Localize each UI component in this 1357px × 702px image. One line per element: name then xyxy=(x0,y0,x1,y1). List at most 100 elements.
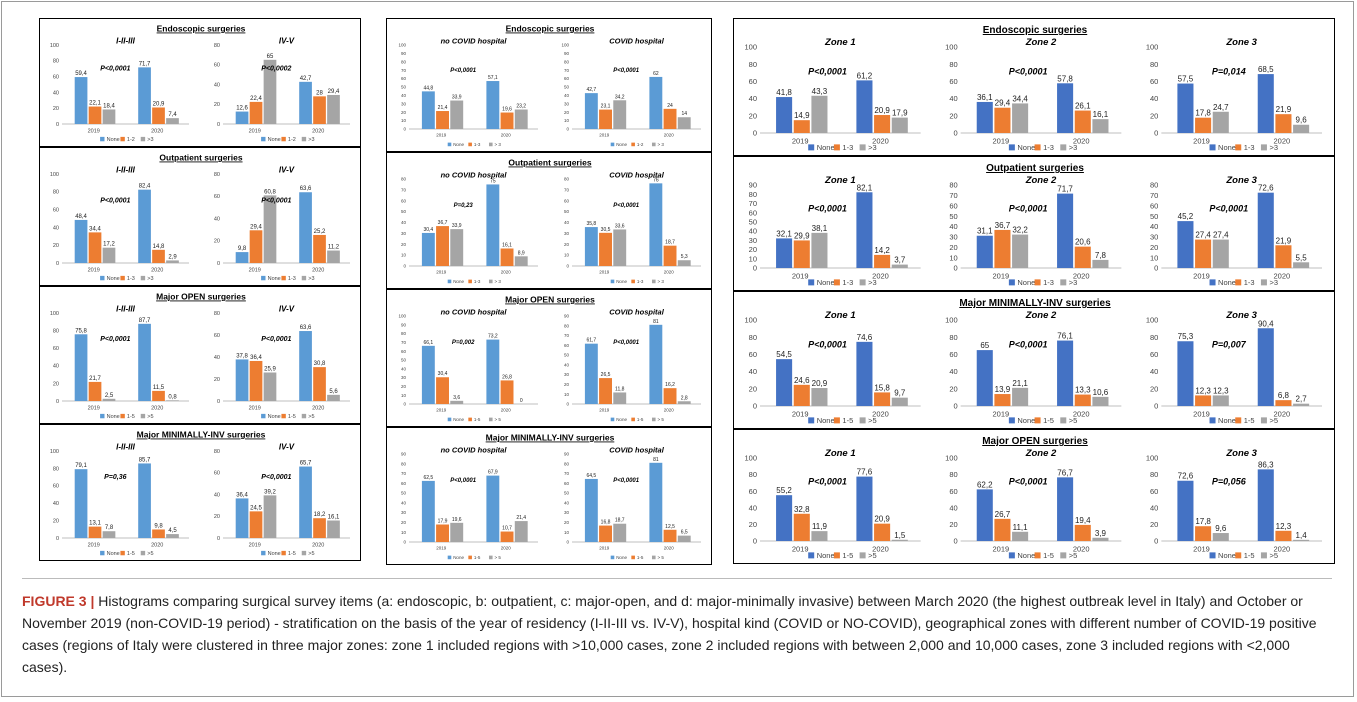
y-tick-label: 60 xyxy=(564,76,570,81)
y-tick-label: 30 xyxy=(401,375,407,380)
y-tick-label: 60 xyxy=(949,77,957,86)
y-tick-label: 100 xyxy=(50,449,59,455)
y-tick-label: 20 xyxy=(53,381,59,387)
y-tick-label: 40 xyxy=(749,94,757,103)
legend-swatch xyxy=(301,136,307,142)
y-tick-label: 60 xyxy=(401,349,407,354)
y-tick-label: 100 xyxy=(1146,316,1159,325)
legend-label: > 3 xyxy=(494,142,501,147)
data-label: 42,7 xyxy=(300,76,312,82)
legend-label: None xyxy=(268,551,281,557)
chart-subtitle: IV-V xyxy=(279,305,295,314)
bar xyxy=(421,345,435,404)
bar xyxy=(74,334,88,401)
data-label: 0,8 xyxy=(168,394,177,400)
legend-label: > 3 xyxy=(657,142,664,147)
y-tick-label: 40 xyxy=(53,90,59,96)
x-tick-label: 2019 xyxy=(599,133,610,138)
x-tick-label: 2020 xyxy=(664,270,675,275)
data-label: 21,4 xyxy=(438,105,448,111)
data-label: 13,3 xyxy=(1075,386,1091,395)
y-tick-label: 60 xyxy=(1150,487,1158,496)
y-tick-label: 50 xyxy=(401,491,407,496)
data-label: 71,7 xyxy=(1057,185,1073,194)
legend-label: > 5 xyxy=(657,555,664,560)
legend-swatch xyxy=(488,279,493,284)
bar xyxy=(874,392,891,406)
chart-title: Major MINIMALLY-INV surgeries xyxy=(137,430,266,440)
y-tick-label: 10 xyxy=(949,253,957,262)
data-label: 76,1 xyxy=(1057,332,1073,341)
data-label: 29,4 xyxy=(995,99,1011,108)
legend-swatch xyxy=(1034,279,1041,286)
bar xyxy=(976,350,993,406)
y-tick-label: 20 xyxy=(401,242,407,247)
data-label: 23,1 xyxy=(601,104,611,110)
bar xyxy=(613,392,627,404)
legend-swatch xyxy=(281,275,286,281)
data-label: 45,2 xyxy=(1178,212,1194,221)
data-label: 14,8 xyxy=(153,244,165,250)
chart-panel: Endoscopic surgeries no COVID hospital 0 10… xyxy=(386,18,712,152)
data-label: 76 xyxy=(653,177,659,183)
x-tick-label: 2019 xyxy=(436,133,447,138)
bar xyxy=(263,59,277,124)
data-label: 20,9 xyxy=(153,101,165,107)
x-tick-label: 2019 xyxy=(249,268,261,274)
chart-title: Major OPEN surgeries xyxy=(505,295,595,305)
x-tick-label: 2019 xyxy=(88,406,100,412)
legend-swatch xyxy=(100,413,105,419)
data-label: 2,8 xyxy=(681,395,688,401)
legend-label: 1-2 xyxy=(637,142,644,147)
data-label: 16,2 xyxy=(665,382,675,388)
data-label: 24 xyxy=(667,103,673,109)
y-tick-label: 0 xyxy=(566,127,569,132)
chart-panel: Major OPEN surgeries no COVID hospital 0 10… xyxy=(386,289,712,427)
y-tick-label: 40 xyxy=(749,367,757,376)
legend-label: 1-3 xyxy=(842,278,853,287)
bar xyxy=(1057,340,1074,406)
data-label: 8,9 xyxy=(518,250,525,256)
p-value: P<0,0001 xyxy=(613,478,640,484)
legend-swatch xyxy=(651,555,656,560)
x-tick-label: 2020 xyxy=(501,270,512,275)
data-label: 24,6 xyxy=(794,376,810,385)
x-tick-label: 2019 xyxy=(436,546,447,551)
legend-label: >5 xyxy=(1269,551,1278,560)
data-label: 30,5 xyxy=(601,227,611,233)
legend-label: 1-5 xyxy=(288,551,296,557)
chart-svg: Major MINIMALLY-INV surgeries no COVID ho… xyxy=(401,433,701,560)
legend-label: 1-3 xyxy=(127,276,135,282)
legend-label: 1-5 xyxy=(1244,416,1255,425)
data-label: 9,6 xyxy=(1296,116,1308,125)
chart-subtitle: Zone 2 xyxy=(1025,175,1057,186)
x-tick-label: 2019 xyxy=(249,543,261,549)
legend-swatch xyxy=(1034,144,1041,151)
legend-swatch xyxy=(631,555,635,560)
chart-title: Outpatient surgeries xyxy=(986,163,1084,174)
legend-label: 1-5 xyxy=(474,417,481,422)
data-label: 65 xyxy=(980,341,989,350)
bar xyxy=(811,95,828,133)
p-value: P<0,0001 xyxy=(100,336,130,343)
data-label: 39,2 xyxy=(264,489,276,495)
y-tick-label: 80 xyxy=(1150,333,1158,342)
data-label: 79,1 xyxy=(75,463,87,469)
bar xyxy=(1257,328,1274,406)
data-label: 7,8 xyxy=(1095,251,1107,260)
y-tick-label: 60 xyxy=(564,343,570,348)
legend-label: 1-5 xyxy=(842,551,853,560)
bar xyxy=(249,511,263,538)
x-tick-label: 2020 xyxy=(1073,137,1090,146)
legend-label: 1-3 xyxy=(1244,143,1255,152)
legend-label: >5 xyxy=(308,551,314,557)
x-tick-label: 2020 xyxy=(664,546,675,551)
bar xyxy=(88,526,102,538)
legend-label: 1-2 xyxy=(127,137,135,143)
bar xyxy=(263,372,277,401)
data-label: 18,7 xyxy=(615,518,625,524)
y-tick-label: 60 xyxy=(401,481,407,486)
legend-label: 1-3 xyxy=(637,279,644,284)
chart-subtitle: IV-V xyxy=(279,166,295,175)
bar xyxy=(599,232,612,266)
